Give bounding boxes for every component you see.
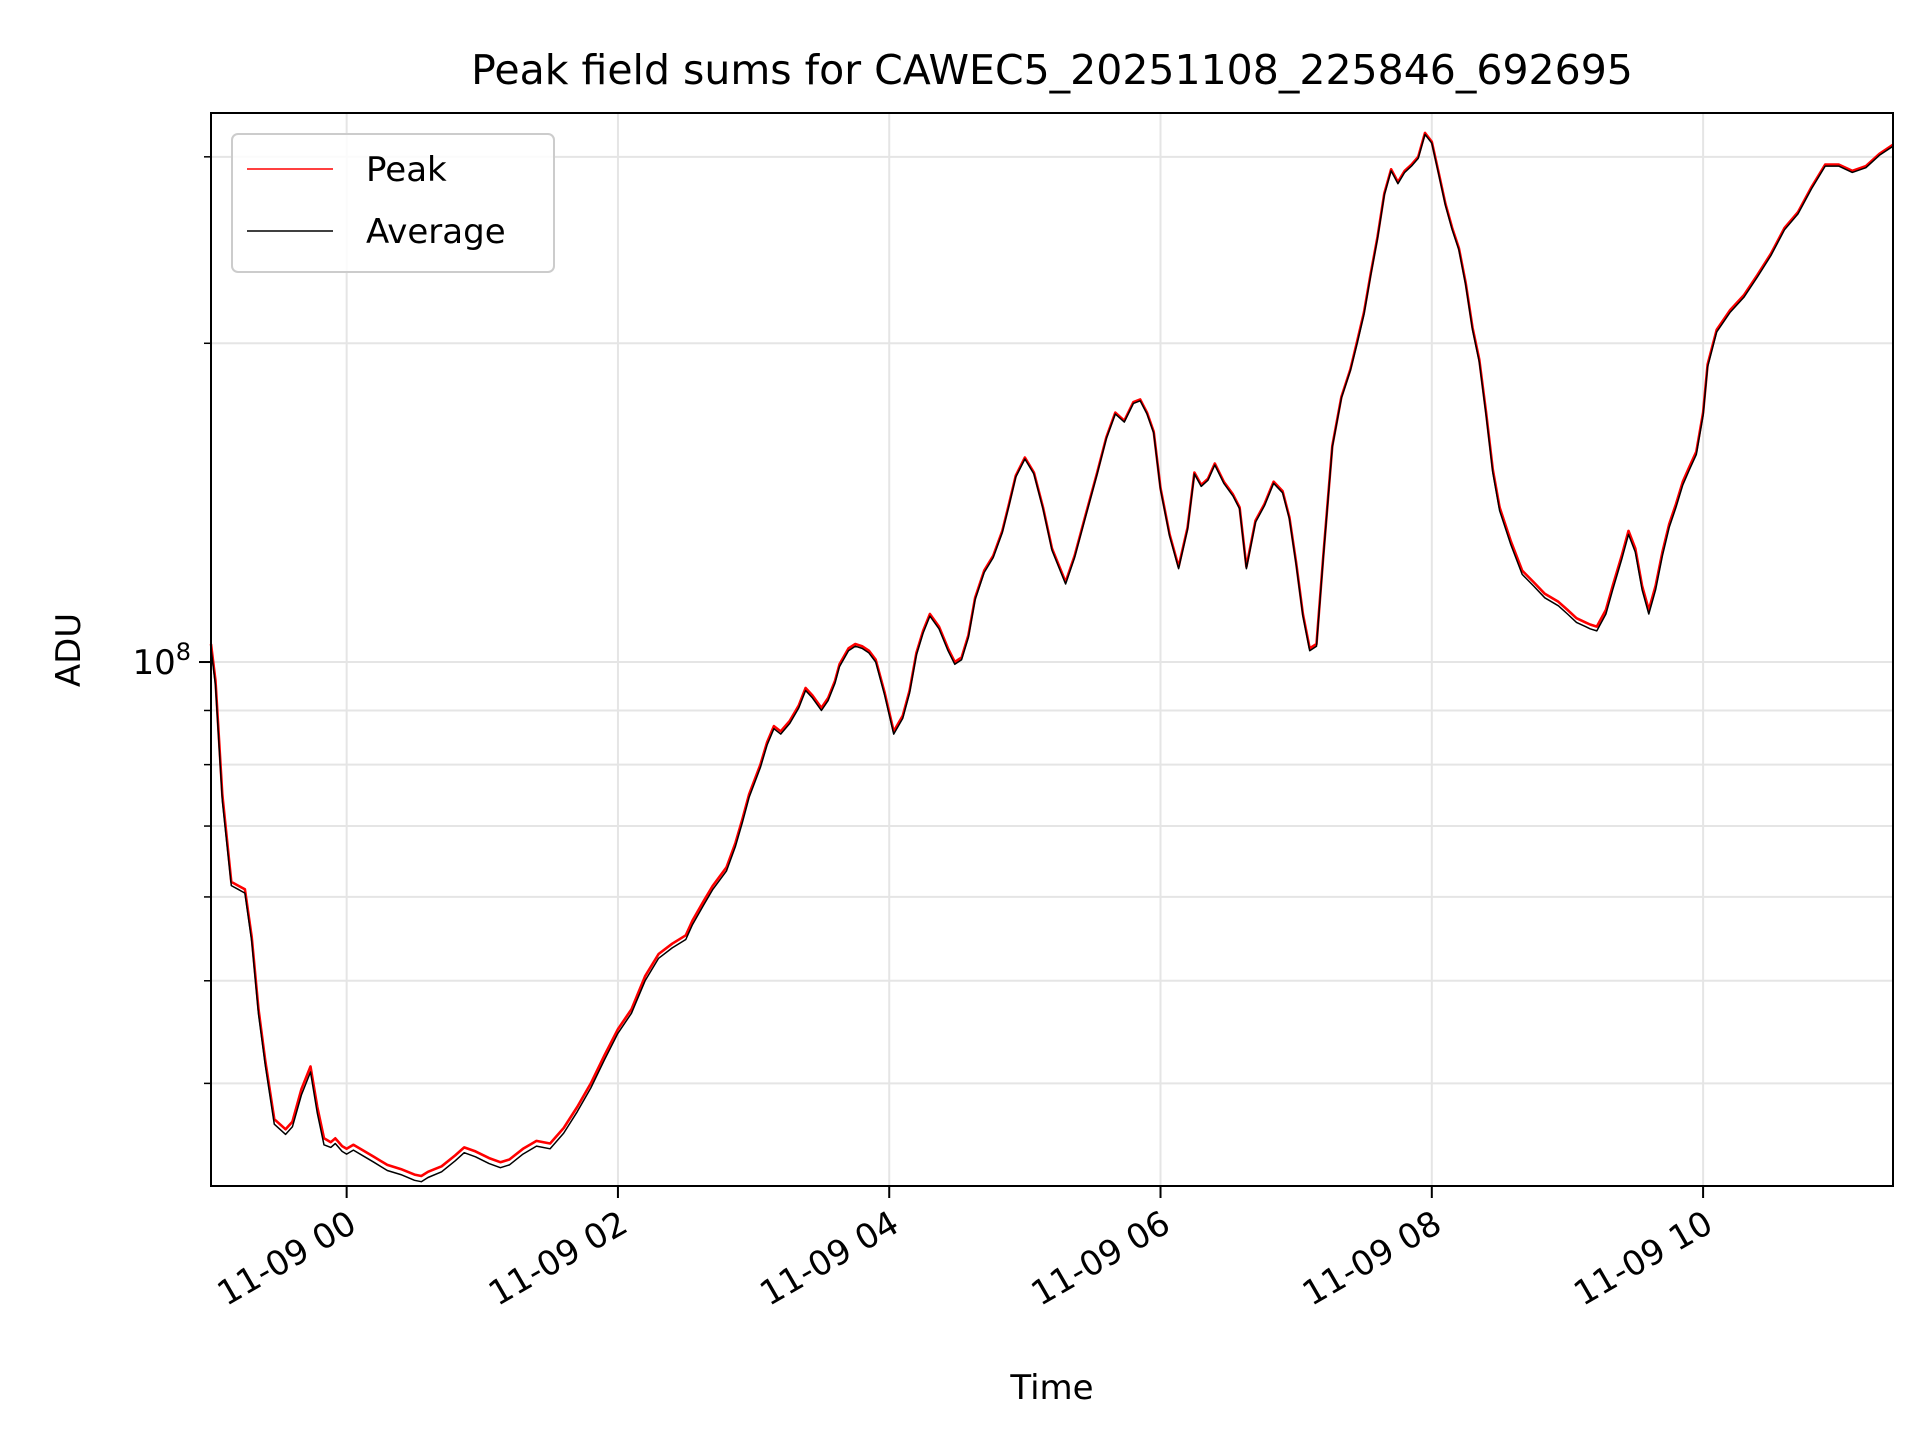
x-axis-label: Time: [1009, 1368, 1093, 1408]
grid: [211, 113, 1893, 1186]
legend-average-label: Average: [366, 212, 506, 252]
chart-title: Peak field sums for CAWEC5_20251108_2258…: [471, 46, 1633, 94]
series-line-average: [210, 133, 1894, 1183]
plot-frame: [210, 112, 1894, 1187]
plot-lines: [209, 131, 1894, 1183]
legend-peak-label: Peak: [366, 150, 447, 190]
y-axis-label: ADU: [49, 613, 89, 687]
legend: Peak Average: [231, 133, 555, 273]
